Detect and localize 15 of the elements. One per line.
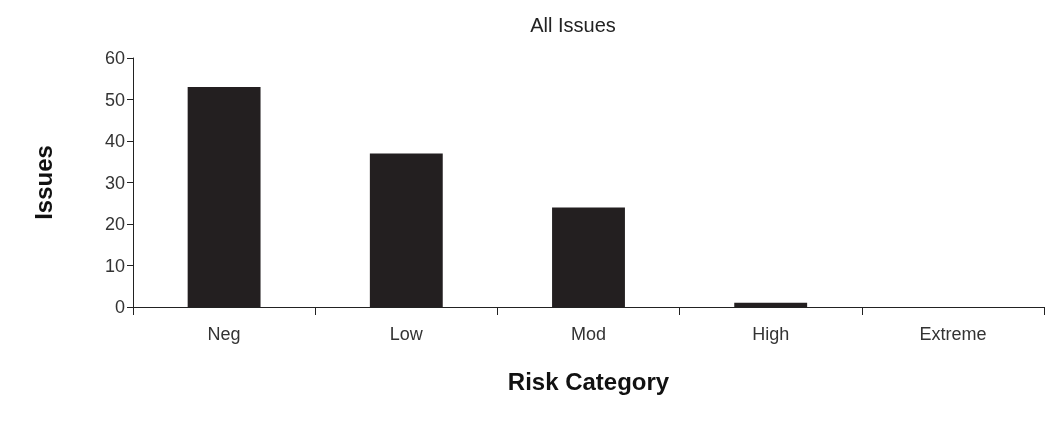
x-tick-label: Neg [207,324,241,344]
y-tick-label: 20 [104,214,125,234]
y-axis-title: Issues [29,145,57,220]
y-tick-label: 10 [104,255,125,276]
x-tick-label: Extreme [919,324,987,344]
chart-title: All Issues [530,14,616,36]
x-tick-label: Mod [570,324,607,344]
x-axis-title: Risk Category [507,367,670,395]
y-tick-label: 40 [104,131,125,151]
x-tick-label: Low [389,324,424,344]
y-tick-label: 50 [104,89,125,110]
y-tick-label: 0 [114,297,125,317]
y-tick-label: 30 [104,172,125,193]
x-tick-label: High [752,324,790,344]
y-tick-label: 60 [104,48,125,68]
